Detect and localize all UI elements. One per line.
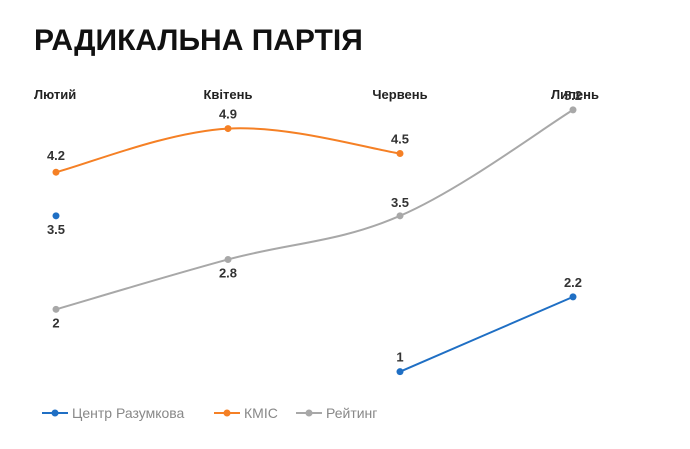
data-label-1-1: 4.9 — [219, 107, 237, 122]
x-tick-label-1: Квітень — [204, 87, 253, 102]
data-label-2-3: 5.2 — [564, 88, 582, 103]
data-point-2-1[interactable] — [224, 255, 232, 263]
series-line-0-1 — [399, 295, 574, 373]
data-labels: 3.5 1 2.2 4.2 4.9 4.5 2 2.8 3.5 5.2 — [47, 88, 582, 365]
legend-marker-1 — [223, 409, 231, 417]
data-point-1-1[interactable] — [224, 125, 232, 133]
legend-marker-2 — [305, 409, 313, 417]
data-point-0-0[interactable] — [52, 212, 60, 220]
data-label-2-1: 2.8 — [219, 265, 237, 280]
x-tick-label-2: Червень — [372, 87, 427, 102]
data-label-2-2: 3.5 — [391, 195, 409, 210]
x-axis-ticks: Лютий Квітень Червень Липень — [34, 87, 599, 102]
series-line-2-0 — [55, 109, 574, 311]
data-point-0-3[interactable] — [569, 293, 577, 301]
data-label-1-2: 4.5 — [391, 132, 409, 147]
data-point-0-2[interactable] — [396, 368, 404, 376]
series-points — [52, 106, 577, 376]
chart-title: РАДИКАЛЬНА ПАРТІЯ — [34, 24, 363, 57]
legend-label-2[interactable]: Рейтинг — [326, 405, 377, 421]
series-lines — [55, 109, 574, 373]
legend-marker-0 — [51, 409, 59, 417]
data-label-2-0: 2 — [52, 315, 59, 330]
data-point-1-2[interactable] — [396, 150, 404, 157]
x-tick-label-0: Лютий — [34, 87, 76, 102]
data-point-1-0[interactable] — [52, 168, 60, 176]
data-label-0-0: 3.5 — [47, 222, 65, 237]
data-label-0-2: 1 — [396, 350, 403, 365]
data-point-2-2[interactable] — [396, 212, 404, 220]
data-point-2-3[interactable] — [569, 106, 577, 114]
x-tick-label-3: Липень — [551, 87, 599, 102]
legend[interactable]: Центр Разумкова КМІС Рейтинг — [42, 405, 377, 421]
data-label-0-3: 2.2 — [564, 275, 582, 290]
legend-label-0[interactable]: Центр Разумкова — [72, 405, 185, 421]
series-line-1-0 — [55, 127, 401, 174]
data-point-2-0[interactable] — [52, 305, 60, 313]
legend-label-1[interactable]: КМІС — [244, 405, 278, 421]
data-label-1-0: 4.2 — [47, 148, 65, 163]
